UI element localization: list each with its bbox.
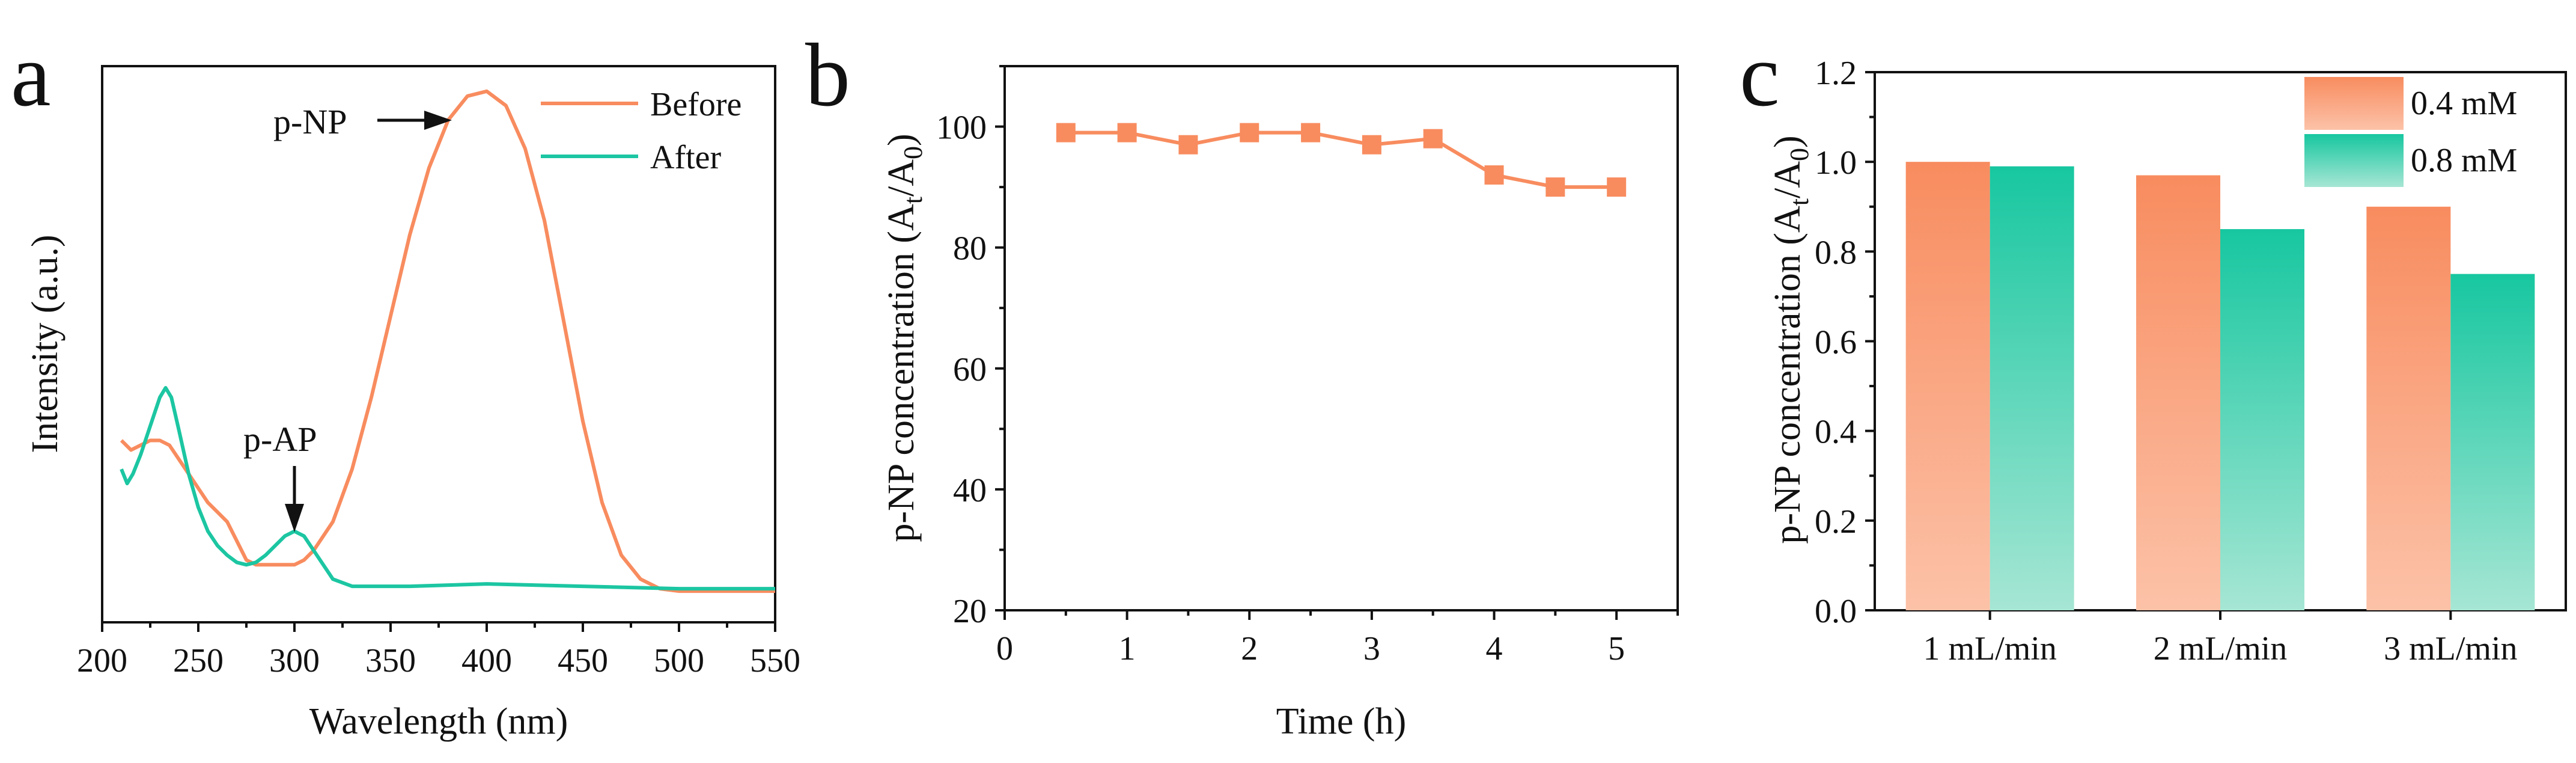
panel-a-x-tick-label-200: 200 bbox=[77, 642, 127, 679]
panel-c-y-tick-label-0.8: 0.8 bbox=[1815, 234, 1857, 271]
annotation-p-ap-arrow-head bbox=[285, 504, 304, 532]
panel-b-stability-chart: 0 1 2 3 4 5 20 40 60 80 100 Time (h) p-NP concentr… bbox=[881, 65, 1679, 742]
panel-c-x-tick-label: 3 mL/min bbox=[2384, 630, 2517, 667]
panel-b-x-tick-label-4: 4 bbox=[1486, 630, 1503, 667]
annotation-p-ap: p-AP bbox=[243, 420, 317, 532]
panel-b-x-tick-label-2: 2 bbox=[1241, 630, 1258, 667]
panel-b-data-point bbox=[1545, 177, 1565, 197]
panel-b-x-tick-label-1: 1 bbox=[1119, 630, 1136, 667]
panel-c-y-tick-label-1.2: 1.2 bbox=[1815, 55, 1857, 92]
panel-b-y-title-main: p-NP concentration (A bbox=[881, 204, 922, 542]
panel-c-ticks: 0.0 0.2 0.4 0.6 0.8 1.0 1.2 1 mL/min 2 mL/min 3 m… bbox=[1815, 55, 2518, 667]
panel-b-y-axis-title: p-NP concentration (At/A0) bbox=[881, 133, 928, 542]
panel-b-plot-frame bbox=[1003, 65, 1679, 611]
panel-b-x-tick-label-3: 3 bbox=[1363, 630, 1380, 667]
panel-b-data-point bbox=[1607, 177, 1627, 197]
legend-swatch-0-8mm bbox=[2304, 134, 2404, 187]
panel-b-x-tick-label-0: 0 bbox=[996, 630, 1013, 667]
panel-c-y-title-end: ) bbox=[1767, 135, 1808, 148]
panel-c-y-title-mid: /A bbox=[1767, 161, 1808, 198]
panel-b-y-title-sub-t: t bbox=[898, 197, 928, 204]
panel-letter-a: a bbox=[11, 25, 51, 125]
panel-c-bar-0-4mm bbox=[2366, 206, 2451, 610]
panel-b-x-tick-label-5: 5 bbox=[1608, 630, 1625, 667]
legend-swatch-0-4mm bbox=[2304, 77, 2404, 130]
panel-c-bar-chart: 0.0 0.2 0.4 0.6 0.8 1.0 1.2 1 mL/min 2 mL/min 3 m… bbox=[1767, 55, 2567, 667]
legend-label-0-4mm: 0.4 mM bbox=[2411, 85, 2517, 122]
panel-a-curve-after bbox=[120, 386, 775, 591]
panel-b-y-tick-label-80: 80 bbox=[953, 230, 987, 268]
panel-a-x-tick-label-250: 250 bbox=[173, 642, 224, 679]
panel-b-data-point bbox=[1178, 135, 1198, 155]
panel-b-data-point bbox=[1117, 123, 1137, 142]
panel-b-series bbox=[1056, 123, 1627, 197]
panel-b-y-title-mid: /A bbox=[881, 159, 922, 197]
annotation-p-np-label: p-NP bbox=[273, 102, 347, 141]
panel-c-y-title-sub-t: t bbox=[1785, 198, 1814, 206]
panel-b-data-point bbox=[1362, 135, 1381, 155]
panel-c-bar-0-8mm bbox=[1990, 166, 2074, 610]
panel-b-x-axis-title: Time (h) bbox=[1276, 701, 1406, 742]
panel-a-x-tick-label-350: 350 bbox=[365, 642, 416, 679]
panel-b-y-tick-label-60: 60 bbox=[953, 351, 987, 388]
panel-c-legend: 0.4 mM 0.8 mM bbox=[2304, 77, 2517, 187]
panel-c-bar-0-8mm bbox=[2450, 274, 2535, 610]
panel-c-x-tick-label: 1 mL/min bbox=[1923, 630, 2056, 667]
panel-b-series-line bbox=[1065, 130, 1617, 189]
panel-c-y-tick-label-0.2: 0.2 bbox=[1815, 503, 1857, 541]
panel-a-y-axis-title: Intensity (a.u.) bbox=[25, 234, 65, 453]
legend-label-after: After bbox=[650, 139, 722, 176]
panel-a-x-tick-label-400: 400 bbox=[461, 642, 512, 679]
panel-c-y-axis-title: p-NP concentration (At/A0) bbox=[1767, 135, 1814, 544]
panel-c-bar-0-8mm bbox=[2220, 229, 2304, 611]
panel-c-y-tick-label-1.0: 1.0 bbox=[1815, 144, 1857, 182]
legend-label-before: Before bbox=[650, 86, 741, 123]
annotation-p-ap-label: p-AP bbox=[243, 420, 317, 459]
panel-letter-b: b bbox=[805, 25, 850, 125]
panel-a-curves bbox=[120, 89, 775, 593]
panel-b-y-tick-label-20: 20 bbox=[953, 593, 987, 630]
panel-a-x-axis-title: Wavelength (nm) bbox=[309, 701, 568, 742]
panel-a-x-tick-label-450: 450 bbox=[558, 642, 608, 679]
panel-c-y-tick-label-0.6: 0.6 bbox=[1815, 324, 1857, 361]
annotation-p-np-arrow-head bbox=[424, 111, 452, 130]
panel-a-spectrum-chart: 200 250 300 350 400 450 500 550 Before After p-… bbox=[25, 65, 800, 742]
panel-c-y-title-sub-0: 0 bbox=[1785, 148, 1814, 161]
panel-b-ticks: 0 1 2 3 4 5 20 40 60 80 100 bbox=[936, 65, 1679, 667]
panel-b-y-title-end: ) bbox=[881, 133, 922, 146]
panel-b-data-point bbox=[1423, 129, 1443, 149]
panel-c-y-tick-label-0.0: 0.0 bbox=[1815, 593, 1857, 630]
panel-b-data-point bbox=[1484, 165, 1504, 185]
panel-letter-c: c bbox=[1740, 25, 1780, 125]
panel-c-bar-0-4mm bbox=[2136, 175, 2220, 611]
panel-b-data-point bbox=[1056, 123, 1076, 142]
panel-c-y-title-main: p-NP concentration (A bbox=[1767, 206, 1808, 544]
panel-a-x-tick-label-500: 500 bbox=[654, 642, 704, 679]
panel-a-x-tick-label-550: 550 bbox=[750, 642, 800, 679]
panel-c-bar-0-4mm bbox=[1905, 162, 1990, 611]
panel-b-data-point bbox=[1301, 123, 1321, 142]
panel-c-bars bbox=[1905, 162, 2535, 611]
panel-a-x-ticks: 200 250 300 350 400 450 500 550 bbox=[77, 622, 800, 679]
annotation-p-np: p-NP bbox=[273, 102, 452, 141]
legend-label-0-8mm: 0.8 mM bbox=[2411, 142, 2517, 179]
panel-c-x-tick-label: 2 mL/min bbox=[2154, 630, 2287, 667]
panel-b-y-title-sub-0: 0 bbox=[898, 146, 928, 159]
panel-a-legend: Before After bbox=[541, 86, 741, 176]
panel-b-data-point bbox=[1240, 123, 1259, 142]
panel-a-x-tick-label-300: 300 bbox=[269, 642, 320, 679]
panel-b-y-tick-label-40: 40 bbox=[953, 472, 987, 509]
panel-b-y-tick-label-100: 100 bbox=[936, 109, 987, 147]
panel-c-y-tick-label-0.4: 0.4 bbox=[1815, 414, 1857, 451]
